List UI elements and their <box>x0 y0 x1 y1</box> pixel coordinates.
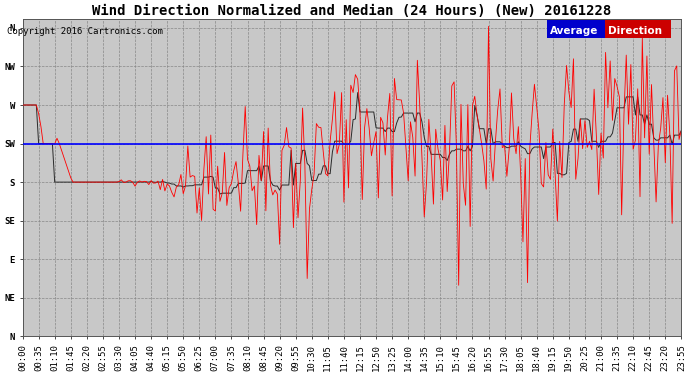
Text: Copyright 2016 Cartronics.com: Copyright 2016 Cartronics.com <box>7 27 163 36</box>
Title: Wind Direction Normalized and Median (24 Hours) (New) 20161228: Wind Direction Normalized and Median (24… <box>92 4 611 18</box>
Text: Average: Average <box>550 26 599 36</box>
Text: Direction: Direction <box>607 26 662 36</box>
